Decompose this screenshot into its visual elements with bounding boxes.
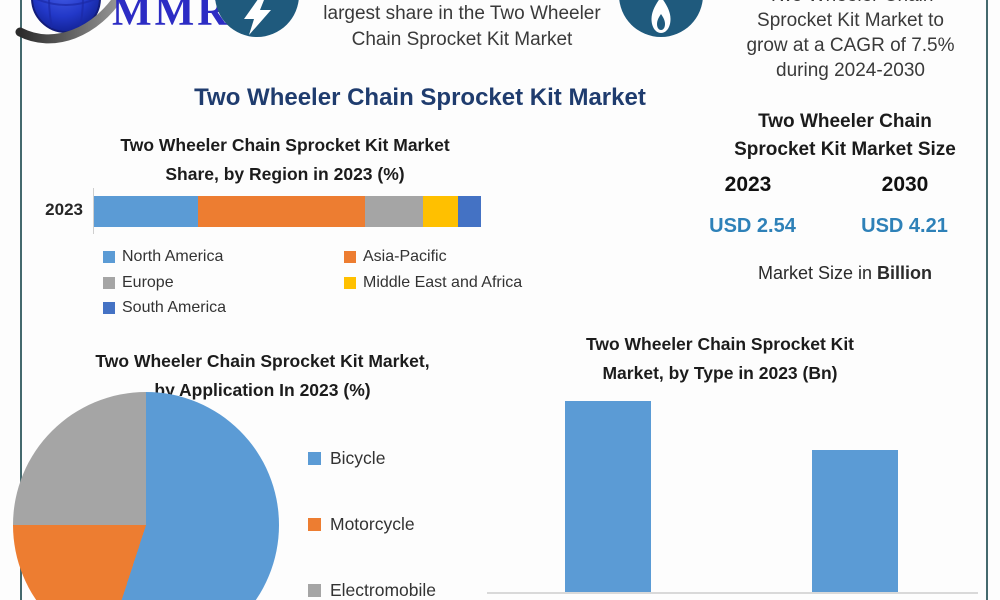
legend-item-north-america: North America (103, 248, 223, 266)
flame-badge (619, 0, 703, 37)
left-border-line (20, 0, 22, 600)
legend-item-asia-pacific: Asia-Pacific (344, 248, 447, 266)
type-chart-title-line-2: Market, by Type in 2023 (Bn) (602, 363, 838, 383)
type-bar-1 (565, 401, 651, 593)
market-size-note-unit: Billion (877, 263, 933, 283)
region-stacked-bar (94, 196, 481, 227)
callout-right-line-4: during 2024-2030 (776, 60, 925, 81)
legend-item-europe: Europe (103, 274, 174, 292)
callout-right-line-1: Two Wheeler Chain (728, 0, 973, 8)
legend-item-middle-east-africa: Middle East and Africa (344, 274, 522, 292)
application-chart-title-line-2: by Application In 2023 (%) (154, 380, 371, 400)
asia-pacific-swatch-icon (344, 251, 356, 263)
legend-label: South America (122, 299, 227, 316)
bicycle-swatch-icon (308, 452, 321, 465)
legend-item-south-america: South America (103, 299, 226, 317)
bar-segment-europe (364, 196, 423, 227)
south-america-swatch-icon (103, 302, 115, 314)
type-chart-title-line-1: Two Wheeler Chain Sprocket Kit (585, 334, 855, 354)
type-chart-baseline (487, 592, 978, 594)
motorcycle-swatch-icon (308, 518, 321, 531)
legend-label: North America (122, 248, 224, 265)
legend-label: Electromobile (330, 580, 437, 600)
market-size-year-end: 2030 (881, 173, 929, 196)
electromobile-swatch-icon (308, 584, 321, 597)
europe-swatch-icon (103, 277, 115, 289)
region-chart-title-line-1: Two Wheeler Chain Sprocket Kit Market (120, 135, 450, 155)
market-size-year-start: 2023 (724, 173, 772, 196)
legend-item-motorcycle: Motorcycle (308, 514, 415, 535)
callout-cagr: Two Wheeler Chain Sprocket Kit Market to… (728, 0, 973, 83)
type-chart-title: Two Wheeler Chain Sprocket Kit Market, b… (515, 330, 925, 388)
legend-label: Europe (122, 274, 174, 291)
market-size-value-end: USD 4.21 (861, 215, 948, 237)
market-size-title: Two Wheeler Chain Sprocket Kit Market Si… (690, 108, 1000, 164)
lightning-icon (244, 0, 271, 35)
middle-east-africa-swatch-icon (344, 277, 356, 289)
market-size-title-line-2: Sprocket Kit Market Size (734, 139, 956, 160)
mmr-logo-text: MMR (112, 0, 231, 35)
market-size-note-prefix: Market Size in (757, 263, 878, 283)
right-border-line (986, 0, 988, 600)
type-bar-2 (812, 450, 898, 593)
legend-label: Motorcycle (330, 514, 415, 534)
legend-item-electromobile: Electromobile (308, 580, 436, 600)
legend-label: Middle East and Africa (363, 274, 523, 291)
lightning-badge (215, 0, 299, 37)
market-size-title-line-1: Two Wheeler Chain (758, 111, 932, 132)
legend-label: Bicycle (330, 448, 386, 468)
market-size-note: Market Size in Billion (690, 263, 1000, 284)
flame-icon (651, 0, 671, 33)
region-axis-line (93, 188, 94, 234)
bar-segment-middle-east-and-africa (422, 196, 458, 227)
callout-right-line-2: Sprocket Kit Market to (757, 10, 944, 31)
application-chart-title: Two Wheeler Chain Sprocket Kit Market, b… (35, 347, 490, 405)
bar-segment-asia-pacific (198, 196, 365, 227)
legend-label: Asia-Pacific (363, 248, 447, 265)
callout-largest-share: largest share in the Two Wheeler Chain S… (312, 1, 612, 53)
region-chart-title: Two Wheeler Chain Sprocket Kit Market Sh… (75, 131, 495, 189)
application-chart-title-line-1: Two Wheeler Chain Sprocket Kit Market, (95, 351, 430, 371)
bar-segment-north-america (94, 196, 199, 227)
bar-segment-south-america (457, 196, 481, 227)
mmr-logo-globe-icon (15, 0, 122, 44)
application-pie-chart (13, 392, 279, 600)
page-title: Two Wheeler Chain Sprocket Kit Market (194, 84, 646, 111)
callout-left-line-1: largest share in the Two Wheeler (323, 3, 601, 24)
region-chart-title-line-2: Share, by Region in 2023 (%) (165, 164, 405, 184)
callout-left-line-2: Chain Sprocket Kit Market (351, 29, 573, 50)
legend-item-bicycle: Bicycle (308, 448, 385, 469)
north-america-swatch-icon (103, 251, 115, 263)
region-axis-category: 2023 (45, 200, 83, 219)
market-size-value-start: USD 2.54 (709, 215, 796, 237)
callout-right-line-3: grow at a CAGR of 7.5% (746, 35, 955, 56)
